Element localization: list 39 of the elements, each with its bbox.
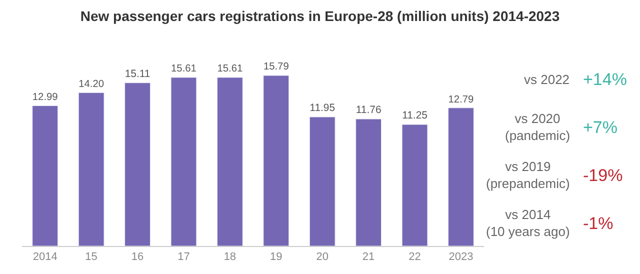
x-tick-label: 2014 <box>32 251 58 264</box>
text: vs 2019 (prepandemic) <box>486 159 570 191</box>
x-tick-label: 20 <box>316 251 328 264</box>
chart-title: New passenger cars registrations in Europe-28 (million units) 2014-2023 <box>80 8 560 24</box>
data-label: 12.79 <box>448 94 474 106</box>
bar <box>263 75 290 246</box>
bar <box>170 77 197 246</box>
text: -1% <box>583 214 614 233</box>
data-label: 15.61 <box>171 64 197 75</box>
data-label: 15.61 <box>217 64 243 75</box>
x-tick-label: 16 <box>131 251 144 264</box>
x-tick-label: 22 <box>408 251 421 264</box>
data-label: 11.25 <box>402 110 428 122</box>
bar <box>402 124 428 246</box>
bar <box>309 116 336 246</box>
x-tick-label: 17 <box>178 251 190 264</box>
text: +14% <box>583 70 627 89</box>
bar <box>78 92 104 246</box>
x-tick-label: 19 <box>270 251 282 264</box>
data-label: 11.95 <box>310 103 336 114</box>
data-label: 15.79 <box>263 62 290 73</box>
text: vs 2020 (pandemic) <box>505 111 570 143</box>
bar <box>32 105 58 246</box>
x-tick-label: 21 <box>362 251 375 264</box>
bar <box>216 77 243 246</box>
bar <box>124 82 150 246</box>
x-tick-label: 18 <box>224 251 236 264</box>
data-label: 12.99 <box>32 92 58 103</box>
bar <box>448 108 474 246</box>
bar <box>356 118 382 246</box>
x-tick-label: 2023 <box>448 251 474 264</box>
text: vs 2022 <box>524 72 570 87</box>
data-label: 15.11 <box>124 68 150 80</box>
data-label: 14.20 <box>78 78 104 90</box>
x-tick-label: 15 <box>85 251 98 264</box>
text: vs 2014 (10 years ago) <box>486 207 570 239</box>
text: -19% <box>583 166 623 185</box>
text: +7% <box>583 118 618 137</box>
data-label: 11.76 <box>356 105 382 116</box>
